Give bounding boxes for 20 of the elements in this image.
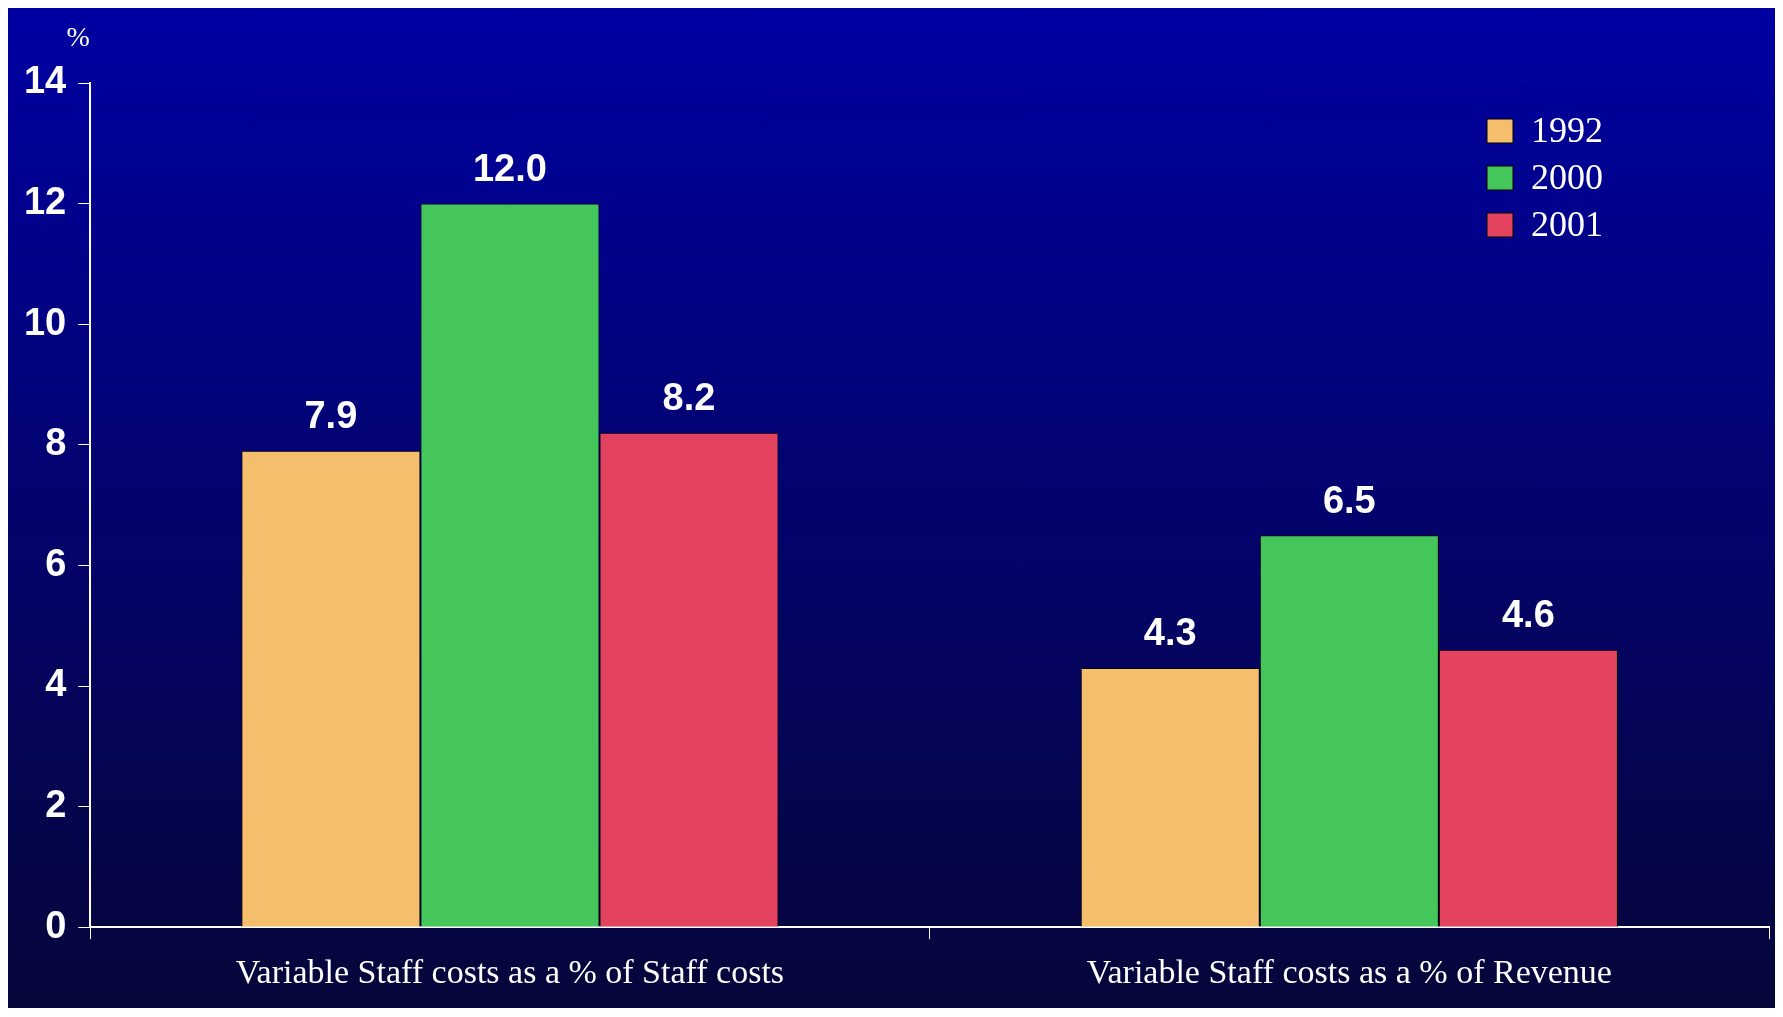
text: 7.9 <box>304 394 358 437</box>
text: 4.3 <box>1143 611 1197 654</box>
text: 12.0 <box>472 147 547 190</box>
y-tick-label: 4 <box>45 662 67 705</box>
y-tick-label: 14 <box>23 59 67 102</box>
y-tick-label: 10 <box>23 300 67 343</box>
text: 6.5 <box>1322 478 1376 521</box>
legend-label: 2001 <box>1531 204 1603 245</box>
y-axis-title: % <box>66 21 90 53</box>
y-tick-label: 6 <box>45 541 67 584</box>
y-tick-label: 12 <box>23 180 67 223</box>
legend-label: 1992 <box>1531 110 1603 151</box>
x-tick-label: Variable Staff costs as a % of Staff costs <box>235 952 785 990</box>
text: 8.2 <box>662 376 716 419</box>
y-tick-label: 0 <box>45 903 67 946</box>
y-tick-label: 2 <box>45 783 67 826</box>
legend-label: 2000 <box>1531 157 1603 198</box>
text: 4.6 <box>1501 593 1555 636</box>
x-tick-label: Variable Staff costs as a % of Revenue <box>1086 952 1612 990</box>
y-tick-label: 8 <box>45 421 67 464</box>
